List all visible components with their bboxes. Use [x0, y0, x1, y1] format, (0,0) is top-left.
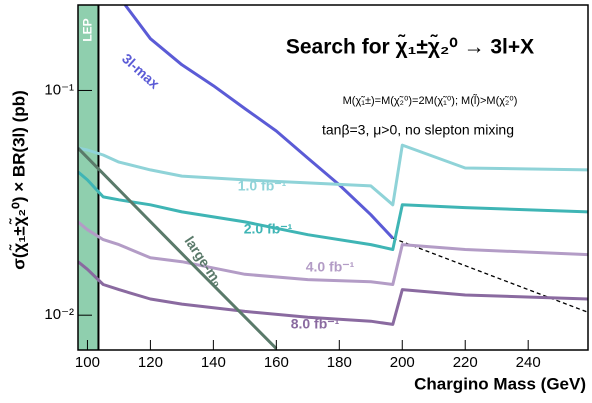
series-label: 1.0 fb⁻¹ [238, 178, 287, 194]
chart-title: Search for χ̃₁±χ̃₂⁰ → 3l+X [286, 35, 534, 59]
series-label: 3l-max [119, 50, 163, 92]
series-line [78, 220, 588, 286]
band-label: LEP [80, 18, 94, 41]
series-label: 4.0 fb⁻¹ [306, 259, 355, 275]
y-tick-label: 10⁻¹ [44, 81, 74, 98]
x-tick-label: 180 [327, 354, 352, 371]
series-label: 8.0 fb⁻¹ [291, 316, 340, 332]
annotation: tanβ=3, μ>0, no slepton mixing [322, 122, 514, 138]
y-axis-title: σ(χ̃₁±χ̃₂⁰) × BR(3l) (pb) [8, 90, 28, 270]
x-tick-label: 140 [201, 354, 226, 371]
series-line [123, 5, 394, 240]
x-tick-label: 200 [390, 354, 415, 371]
y-tick-label: 10⁻² [44, 306, 74, 323]
series-label: 2.0 fb⁻¹ [244, 221, 293, 237]
x-tick-label: 240 [516, 354, 541, 371]
annotation: M(χ̃₁±)=M(χ̃₂⁰)=2M(χ̃₁⁰); M(l̃)>M(χ̃₂⁰) [343, 94, 518, 107]
lep-band [78, 5, 99, 350]
x-tick-label: 120 [138, 354, 163, 371]
plot-frame [77, 4, 589, 351]
x-tick-label: 100 [75, 354, 100, 371]
series-line [78, 260, 588, 326]
series-line [78, 170, 588, 251]
x-tick-label: 160 [264, 354, 289, 371]
series-line [78, 143, 588, 207]
plot-area [78, 5, 588, 350]
x-tick-label: 220 [453, 354, 478, 371]
series-line [78, 147, 278, 350]
x-axis-title: Chargino Mass (GeV) [414, 374, 586, 393]
